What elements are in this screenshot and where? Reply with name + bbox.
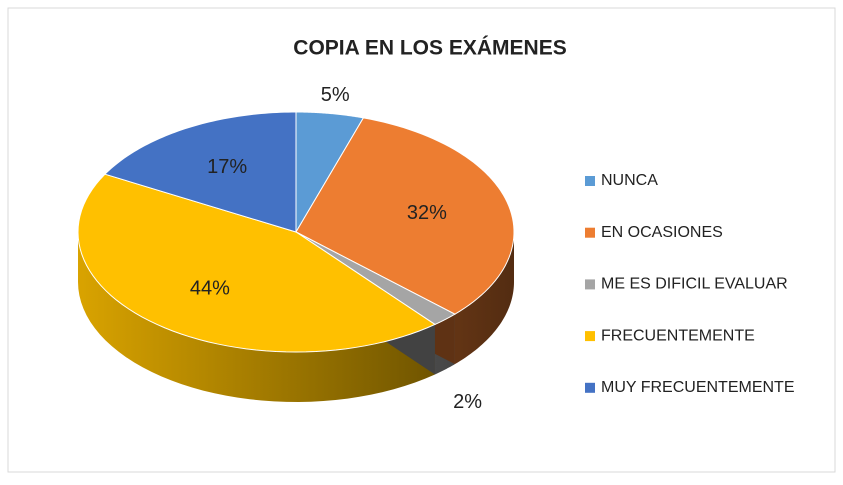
pie-side bbox=[78, 232, 435, 402]
data-label: 32% bbox=[407, 202, 447, 224]
legend-swatch bbox=[585, 279, 595, 290]
pie-slice bbox=[295, 231, 456, 326]
legend-label: MUY FRECUENTEMENTE bbox=[601, 379, 795, 396]
pie-slice bbox=[104, 111, 297, 233]
data-label: 5% bbox=[321, 84, 350, 106]
legend-swatch bbox=[585, 382, 595, 393]
pie-slice bbox=[77, 173, 436, 353]
legend-swatch bbox=[585, 331, 595, 342]
data-label: 44% bbox=[190, 278, 230, 300]
legend-label: EN OCASIONES bbox=[601, 224, 723, 241]
legend-label: FRECUENTEMENTE bbox=[601, 327, 755, 344]
pie-slice bbox=[295, 117, 515, 315]
data-label: 2% bbox=[453, 391, 482, 413]
data-label: 17% bbox=[207, 156, 247, 178]
legend-swatch bbox=[585, 227, 595, 238]
pie-slice bbox=[295, 111, 365, 234]
legend-label: ME ES DIFICIL EVALUAR bbox=[601, 276, 788, 293]
legend-label: NUNCA bbox=[601, 172, 658, 189]
legend-swatch bbox=[585, 176, 595, 186]
chart-title: COPIA EN LOS EXÁMENES bbox=[293, 37, 566, 60]
pie-side bbox=[454, 232, 514, 365]
